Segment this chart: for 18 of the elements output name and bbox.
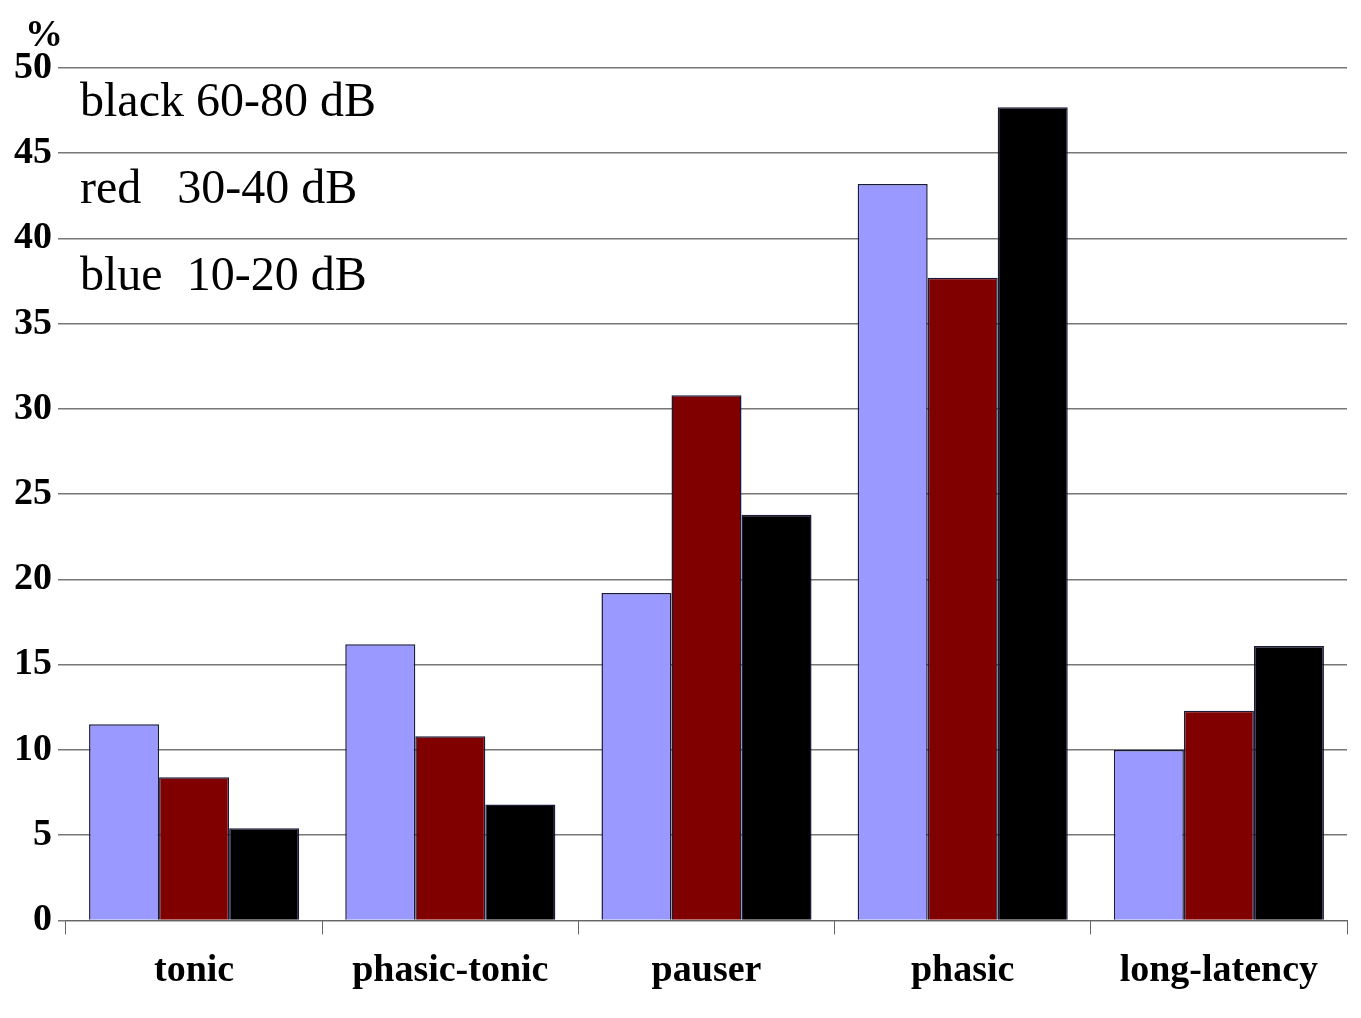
- y-tick-label: 0: [33, 896, 52, 939]
- annotation: black 60-80 dB: [80, 72, 376, 126]
- y-tick-label: 10: [14, 725, 52, 768]
- y-tick-label: 15: [14, 640, 52, 683]
- annotation: red 30-40 dB: [80, 159, 358, 213]
- x-tick-label: pauser: [651, 947, 762, 990]
- annotation: blue 10-20 dB: [80, 246, 367, 300]
- x-tick-label: tonic: [153, 947, 235, 990]
- y-tick-label: 30: [14, 384, 52, 427]
- y-tick-label: 20: [14, 555, 52, 598]
- y-tick-label: 45: [14, 129, 52, 172]
- x-tick-label: phasic: [910, 947, 1015, 990]
- x-tick-label: phasic-tonic: [352, 947, 549, 990]
- y-tick-label: 40: [14, 214, 52, 257]
- x-tick-label: long-latency: [1119, 947, 1319, 990]
- y-tick-label: 35: [14, 299, 52, 342]
- y-tick-label: 5: [33, 810, 52, 853]
- y-tick-label: 25: [14, 470, 52, 513]
